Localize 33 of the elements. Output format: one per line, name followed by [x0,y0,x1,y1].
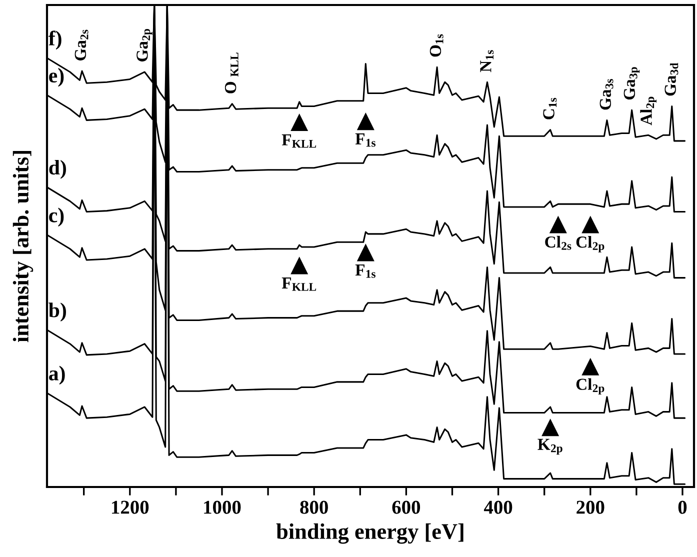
x-tick-label: 400 [484,500,512,514]
series-label: b) [48,302,66,322]
series-label: a) [49,366,65,385]
annotation: O $_{KLL}$ [224,52,238,94]
annotation: F$_{1s}$ [355,133,376,147]
y-axis-title: intensity [arb. units] [12,151,34,342]
x-tick-label: 200 [576,500,604,514]
annotation: K$_{2p}$ [538,438,562,455]
annotation: F$_{1s}$ [355,264,376,278]
annotation: Ga$_{3s}$ [600,78,614,110]
annotation: N$_{1s}$ [480,50,494,72]
annotation: Cl$_{2s}$ [545,236,572,250]
annotation: Cl$_{2p}$ [576,236,604,252]
series-label: c) [49,208,64,227]
annotation: Cl$_{2p}$ [576,378,604,395]
annotation: Ga$_{2s}$ [74,30,88,60]
x-tick-label: 600 [392,500,420,514]
annotation: C$_{1s}$ [543,98,557,120]
annotation: O$_{1s}$ [430,34,444,57]
annotation: Ga$_{2p}$ [136,28,152,62]
annotation: Ga$_{3p}$ [624,67,640,100]
series-label: f) [48,30,62,50]
x-axis-title: binding energy [eV] [276,523,464,544]
annotation: Ga$_{3d}$ [664,62,678,96]
series-label: e) [49,68,64,87]
x-tick-label: 1200 [112,500,149,514]
annotation: Al$_{2p}$ [640,96,657,126]
x-tick-label: 1000 [204,500,241,514]
x-tick-label: 800 [300,500,328,514]
annotation: F$_{KLL}$ [282,278,316,291]
annotation: F$_{KLL}$ [282,134,316,148]
series-label: d) [49,160,66,179]
x-tick-label: 0 [678,500,687,514]
